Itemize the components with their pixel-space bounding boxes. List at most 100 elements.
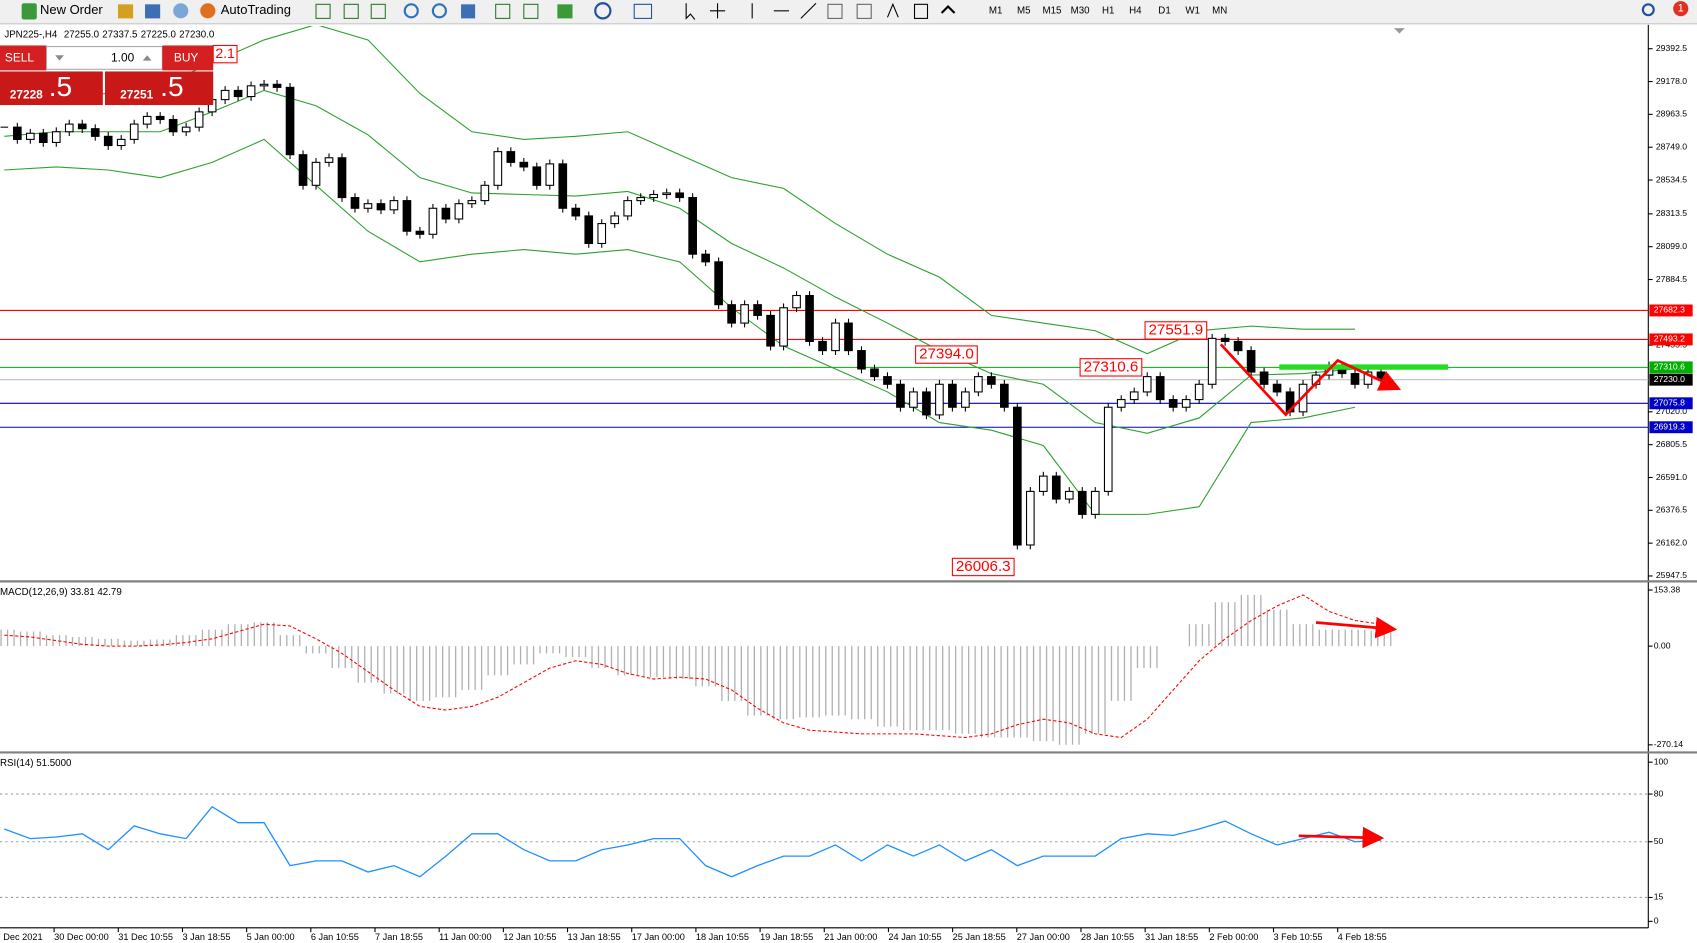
candle [818, 340, 827, 352]
fibo-tool[interactable] [856, 3, 872, 19]
candle [246, 85, 256, 98]
timeframe-button[interactable]: W1 [1185, 5, 1200, 16]
lots-down[interactable] [55, 55, 64, 61]
time-label: 31 Jan 18:55 [1145, 932, 1198, 942]
macd-tick-label: 0.00 [1654, 640, 1671, 650]
macd-tick-label: -270.14 [1654, 739, 1683, 749]
price-annotation: 26006.3 [956, 558, 1011, 575]
candle [1246, 350, 1256, 373]
candle [155, 115, 165, 121]
trendline-tool[interactable] [800, 2, 817, 19]
macd-label: MACD(12,26,9) 33.81 42.79 [0, 587, 122, 598]
time-label: 2 Feb 00:00 [1209, 932, 1258, 942]
candle [1181, 399, 1191, 408]
price-tick-label: 28313.5 [1656, 208, 1687, 218]
price-tick-label: 26591.0 [1656, 472, 1687, 482]
toolbar-icon[interactable] [461, 4, 476, 19]
zoom-out[interactable] [431, 3, 447, 19]
chart-background [0, 24, 1697, 943]
symbol-info: JPN225-,H4 27255.0 27337.5 27225.0 27230.0 [4, 29, 215, 40]
bollinger-lower [4, 138, 1356, 515]
timeframe-button[interactable]: M1 [989, 5, 1003, 16]
candle [415, 230, 425, 235]
candle [90, 128, 100, 137]
timeframe-button[interactable]: M30 [1071, 5, 1091, 16]
candle [701, 253, 710, 263]
info-field: 27255.0 [64, 29, 100, 40]
label-tool[interactable] [913, 3, 929, 19]
timeframe-button[interactable]: MN [1212, 5, 1227, 16]
templates-menu[interactable] [633, 3, 653, 19]
toolbar-icon[interactable] [370, 3, 386, 19]
candle [1207, 337, 1217, 385]
candle [480, 184, 490, 202]
toolbar-icon[interactable] [117, 4, 134, 19]
toolbar-icon[interactable] [495, 3, 511, 19]
candle [1000, 383, 1009, 408]
price-tick-label: 29392.5 [1656, 43, 1687, 53]
timeframe-button[interactable]: H4 [1129, 5, 1142, 16]
price-annotation: 27310.6 [1084, 358, 1139, 375]
candle [506, 151, 516, 163]
candle [116, 138, 126, 147]
lots-up[interactable] [142, 55, 152, 61]
auto-trading-button[interactable]: AutoTrading [200, 2, 291, 19]
candle [727, 304, 736, 324]
bid-box[interactable] [0, 71, 103, 106]
new-order-button[interactable]: New Order [21, 2, 104, 20]
info-field: JPN225-,H4 [4, 29, 58, 40]
macd-signal [4, 594, 1382, 739]
timeframe-button[interactable]: M15 [1042, 5, 1061, 16]
crosshair-tool[interactable] [709, 3, 726, 19]
candle [1233, 340, 1243, 352]
new-order-icon [21, 3, 37, 20]
indicators-menu[interactable] [557, 4, 573, 19]
candle [844, 322, 853, 352]
candle [298, 154, 308, 186]
toolbar-icon[interactable] [145, 4, 161, 19]
lots-input[interactable] [45, 46, 163, 70]
timeframe-button[interactable]: M5 [1017, 5, 1031, 16]
zoom-in[interactable] [403, 3, 419, 19]
cursor-tool[interactable] [685, 3, 696, 20]
candle [376, 203, 386, 211]
candle [337, 157, 347, 199]
arrows-menu[interactable] [940, 4, 956, 14]
candle [857, 350, 866, 370]
candle [324, 157, 334, 163]
toolbar-icon[interactable] [173, 3, 189, 19]
buy-button[interactable] [162, 45, 214, 71]
toolbar-icon[interactable] [523, 3, 539, 19]
timeframe-button[interactable]: H1 [1102, 5, 1114, 16]
price-tick-label: 27020.0 [1656, 406, 1687, 416]
candle [935, 383, 944, 416]
price-annotation-box [1079, 358, 1143, 377]
candle [805, 294, 814, 342]
notification-badge[interactable] [1673, 1, 1689, 17]
candle [25, 132, 35, 140]
price-tick-label: 28099.0 [1656, 241, 1687, 251]
toolbar-icon[interactable] [315, 3, 331, 19]
channel-tool[interactable] [827, 3, 843, 19]
ask-box[interactable] [104, 71, 214, 106]
candle [1103, 406, 1113, 492]
candle [220, 89, 230, 101]
time-label: 30 Dec 00:00 [54, 932, 109, 942]
candle [454, 203, 464, 220]
candle [974, 376, 983, 393]
macd-arrow [1315, 616, 1398, 639]
candle [1272, 383, 1282, 393]
timeframe-button[interactable]: D1 [1158, 5, 1170, 16]
candle [987, 376, 996, 385]
search[interactable] [1641, 3, 1655, 17]
periods-menu[interactable] [594, 2, 612, 20]
rsi-tick-label: 50 [1654, 836, 1664, 846]
toolbar-icon[interactable] [343, 3, 359, 19]
clipped-annotation: 2.1 [215, 45, 235, 61]
candle [1116, 399, 1126, 408]
sell-button[interactable] [0, 45, 47, 71]
candle [1142, 376, 1152, 393]
text-tool[interactable] [886, 2, 899, 18]
time-label: 13 Jan 18:55 [568, 932, 621, 942]
